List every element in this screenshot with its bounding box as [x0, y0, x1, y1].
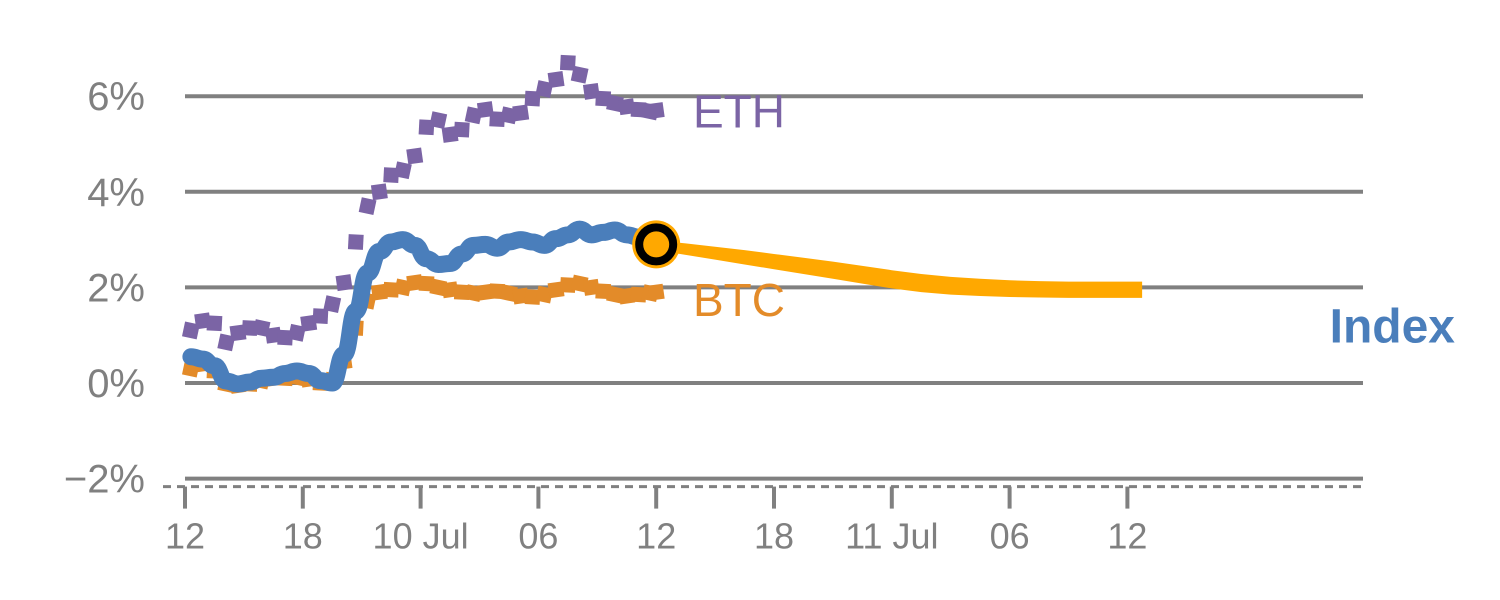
forecast-band-index — [656, 240, 1143, 298]
series-point-eth — [406, 147, 424, 165]
series-line-index — [182, 220, 665, 393]
series-point-eth — [323, 295, 342, 314]
series-point-eth — [347, 234, 364, 250]
series-point-eth — [217, 333, 236, 352]
series-point-eth — [441, 125, 459, 143]
x-axis-tick-label: 12 — [636, 516, 676, 557]
x-axis-tick-label: 11 Jul — [845, 516, 938, 557]
series-annotations: ETH BTC Index — [693, 85, 1455, 353]
current-value-marker[interactable] — [632, 220, 681, 269]
forecast-band-shape — [656, 240, 1143, 298]
x-axis-tick-label: 10 Jul — [373, 516, 469, 557]
index-label: Index — [1330, 300, 1456, 353]
series-point-eth — [559, 54, 576, 71]
series-point-eth — [570, 65, 589, 84]
y-axis-labels: 6% 4% 2% 0% −2% — [64, 75, 145, 501]
series-index — [182, 220, 665, 393]
y-axis-tick-label: 6% — [87, 75, 145, 119]
series-point-btc — [595, 283, 612, 300]
x-axis-tick-label: 12 — [1107, 516, 1147, 557]
series-point-eth — [647, 102, 665, 120]
series-point-eth — [512, 104, 530, 122]
series-point-btc — [429, 278, 448, 297]
series-point-btc — [582, 278, 600, 296]
series-point-eth — [288, 323, 306, 342]
series-point-eth — [181, 321, 200, 340]
series-point-eth — [335, 274, 353, 292]
x-axis-tick-label: 18 — [283, 516, 323, 557]
series-point-eth — [358, 197, 377, 216]
series-point-eth — [582, 82, 600, 100]
series-point-eth — [370, 183, 388, 201]
series-point-btc — [418, 275, 435, 292]
series-point-eth — [476, 101, 494, 119]
series-point-btc — [547, 281, 565, 299]
series-point-btc — [383, 281, 400, 298]
x-axis-labels: 12 18 10 Jul 06 12 18 11 Jul 06 12 — [165, 516, 1147, 557]
series-point-btc — [524, 289, 541, 305]
eth-label: ETH — [693, 85, 785, 137]
y-axis-tick-label: 4% — [87, 171, 145, 215]
series-point-eth — [595, 90, 612, 107]
series-point-eth — [429, 111, 448, 129]
x-axis-tick-label: 06 — [518, 516, 558, 557]
series-point-eth — [453, 121, 470, 138]
x-axis-ticks — [183, 486, 1130, 509]
series-eth — [181, 54, 665, 352]
y-axis-tick-label: 2% — [87, 266, 145, 310]
series-point-eth — [229, 324, 247, 342]
series-point-btc — [647, 283, 665, 301]
x-axis-tick-label: 06 — [990, 516, 1030, 557]
series-point-eth — [312, 308, 329, 324]
btc-label: BTC — [693, 274, 785, 326]
series-point-eth — [206, 315, 223, 332]
series-point-eth — [547, 70, 565, 88]
series-point-eth — [489, 111, 506, 128]
y-axis-tick-label: −2% — [64, 458, 145, 502]
marker-ring-icon[interactable] — [635, 223, 678, 266]
series-point-eth — [535, 80, 554, 98]
y-axis-tick-label: 0% — [87, 362, 145, 406]
series-point-eth — [394, 161, 412, 180]
x-axis-tick-label: 18 — [754, 516, 794, 557]
x-axis-tick-label: 12 — [165, 516, 205, 557]
